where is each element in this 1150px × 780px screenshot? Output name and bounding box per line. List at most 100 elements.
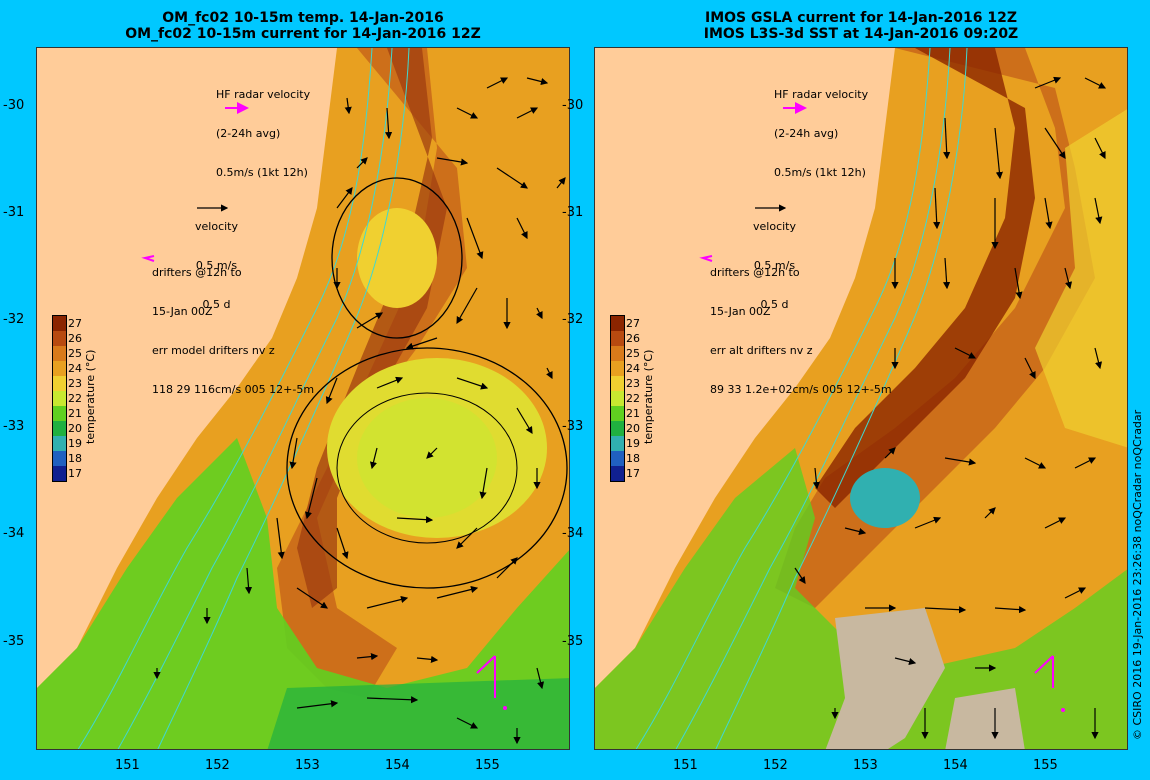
colorbar-title-left: temperature (°C): [84, 349, 97, 444]
colorbar-swatch: [53, 406, 66, 421]
velocity-line2-right: 0.5 m/s: [753, 259, 796, 272]
colorbar-swatch: [53, 331, 66, 346]
yellow-band-right: [1035, 109, 1127, 448]
hf-radar-line1-right: HF radar velocity: [774, 88, 869, 101]
left-panel-title: OM_fc02 10-15m temp. 14-Jan-2016 OM_fc02…: [36, 10, 570, 42]
colorbar-swatches-left: [53, 316, 66, 481]
colorbar-swatch: [611, 421, 624, 436]
colorbar-left: [52, 315, 67, 482]
colorbar-tick-label: 21: [626, 407, 640, 420]
colorbar-tick-label: 18: [626, 452, 640, 465]
x-axis-label: 153: [853, 758, 878, 773]
colorbar-tick-label: 21: [68, 407, 82, 420]
x-axis-label: 152: [205, 758, 230, 773]
drifters-line2-right: 15-Jan 00Z: [710, 305, 771, 318]
colorbar-swatch: [611, 451, 624, 466]
velocity-line1-right: velocity: [753, 220, 796, 233]
x-axis-label: 154: [385, 758, 410, 773]
colorbar-tick-label: 24: [626, 362, 640, 375]
drifters-note-left: drifters @12h to 15-Jan 00Z err model dr…: [152, 240, 314, 409]
colorbar-swatch: [611, 346, 624, 361]
eddy-south-streamline2-left: [336, 392, 518, 544]
colorbar-swatch: [611, 376, 624, 391]
colorbar-swatch: [611, 361, 624, 376]
y-axis-label: -34: [3, 526, 25, 541]
colorbar-tick-label: 23: [68, 377, 82, 390]
colorbar-tick-label: 25: [68, 347, 82, 360]
colorbar-tick-label: 22: [68, 392, 82, 405]
x-axis-label: 151: [673, 758, 698, 773]
left-title-line2: OM_fc02 10-15m current for 14-Jan-2016 1…: [125, 26, 481, 42]
velocity-arrows-right: [794, 76, 1107, 740]
isobath-1-left: [77, 48, 373, 749]
x-axis-label: 151: [115, 758, 140, 773]
isobath-3-left: [157, 48, 410, 749]
right-map: [594, 47, 1128, 750]
hf-radar-line3-right: 0.5m/s (1kt 12h): [774, 166, 866, 179]
hf-radar-line2-left: (2-24h avg): [216, 127, 281, 140]
right-map-svg: [595, 48, 1127, 749]
y-axis-label: -31: [562, 205, 584, 220]
colorbar-tick-label: 19: [68, 437, 82, 450]
x-axis-label: 152: [763, 758, 788, 773]
colorbar-tick-label: 26: [626, 332, 640, 345]
drifters-note-right: drifters @12h to 15-Jan 00Z err alt drif…: [710, 240, 892, 409]
warm-core-right: [815, 48, 1035, 508]
colorbar-tick-label: 24: [68, 362, 82, 375]
drifter-dot-left: [503, 706, 507, 710]
colorbar-tick-label: 27: [626, 317, 640, 330]
colorbar-swatches-right: [611, 316, 624, 481]
y-axis-label: -30: [3, 98, 25, 113]
colorbar-swatch: [53, 376, 66, 391]
colorbar-swatch: [53, 436, 66, 451]
south-cool-right: [595, 448, 1127, 749]
y-axis-label: -31: [3, 205, 25, 220]
drifter-dot-right: [1061, 708, 1065, 712]
velocity-line3-right: 0.5 d: [760, 298, 789, 311]
colorbar-tick-label: 17: [626, 467, 640, 480]
isobath-2-right: [675, 48, 951, 749]
colorbar-tick-label: 26: [68, 332, 82, 345]
x-axis-label: 155: [1033, 758, 1058, 773]
colorbar-swatch: [611, 391, 624, 406]
y-axis-label: -34: [562, 526, 584, 541]
copyright-credit: © CSIRO 2016 19-Jan-2016 23:26:38 noQCra…: [1131, 409, 1144, 740]
colorbar-swatch: [611, 331, 624, 346]
hf-radar-line1-left: HF radar velocity: [216, 88, 311, 101]
colorbar-swatch: [53, 466, 66, 481]
y-axis-label: -30: [562, 98, 584, 113]
velocity-line3-left: 0.5 d: [202, 298, 231, 311]
velocity-note-right: velocity 0.5 m/s 0.5 d: [753, 194, 796, 324]
south-cool2-left: [267, 678, 569, 749]
colorbar-swatch: [611, 466, 624, 481]
colorbar-swatch: [53, 361, 66, 376]
colorbar-title-right: temperature (°C): [642, 349, 655, 444]
hf-radar-line2-right: (2-24h avg): [774, 127, 839, 140]
cloud-mask2-right: [945, 688, 1025, 749]
left-map-svg: [37, 48, 569, 749]
right-panel-title: IMOS GSLA current for 14-Jan-2016 12Z IM…: [594, 10, 1128, 42]
drifters-line1-left: drifters @12h to: [152, 266, 242, 279]
drifter-arrow-right: [1034, 655, 1054, 674]
right-title-line1: IMOS GSLA current for 14-Jan-2016 12Z: [705, 10, 1017, 26]
eddy-north-streamline-left: [331, 177, 463, 339]
drifter-arrow-left: [476, 655, 496, 674]
colorbar-tick-label: 22: [626, 392, 640, 405]
left-title-line1: OM_fc02 10-15m temp. 14-Jan-2016: [162, 10, 444, 26]
colorbar-right: [610, 315, 625, 482]
y-axis-label: -32: [3, 312, 25, 327]
colorbar-tick-label: 27: [68, 317, 82, 330]
y-axis-label: -32: [562, 312, 584, 327]
drifter-legend-left: [141, 255, 155, 262]
velocity-line2-left: 0.5 m/s: [195, 259, 238, 272]
y-axis-label: -33: [562, 419, 584, 434]
velocity-line1-left: velocity: [195, 220, 238, 233]
colorbar-swatch: [53, 346, 66, 361]
right-title-line2: IMOS L3S-3d SST at 14-Jan-2016 09:20Z: [703, 26, 1019, 42]
x-axis-label: 153: [295, 758, 320, 773]
isobath-3-right: [715, 48, 968, 749]
colorbar-tick-label: 18: [68, 452, 82, 465]
colorbar-tick-label: 20: [68, 422, 82, 435]
colorbar-swatch: [611, 316, 624, 331]
cloud-mask-right: [825, 608, 945, 749]
